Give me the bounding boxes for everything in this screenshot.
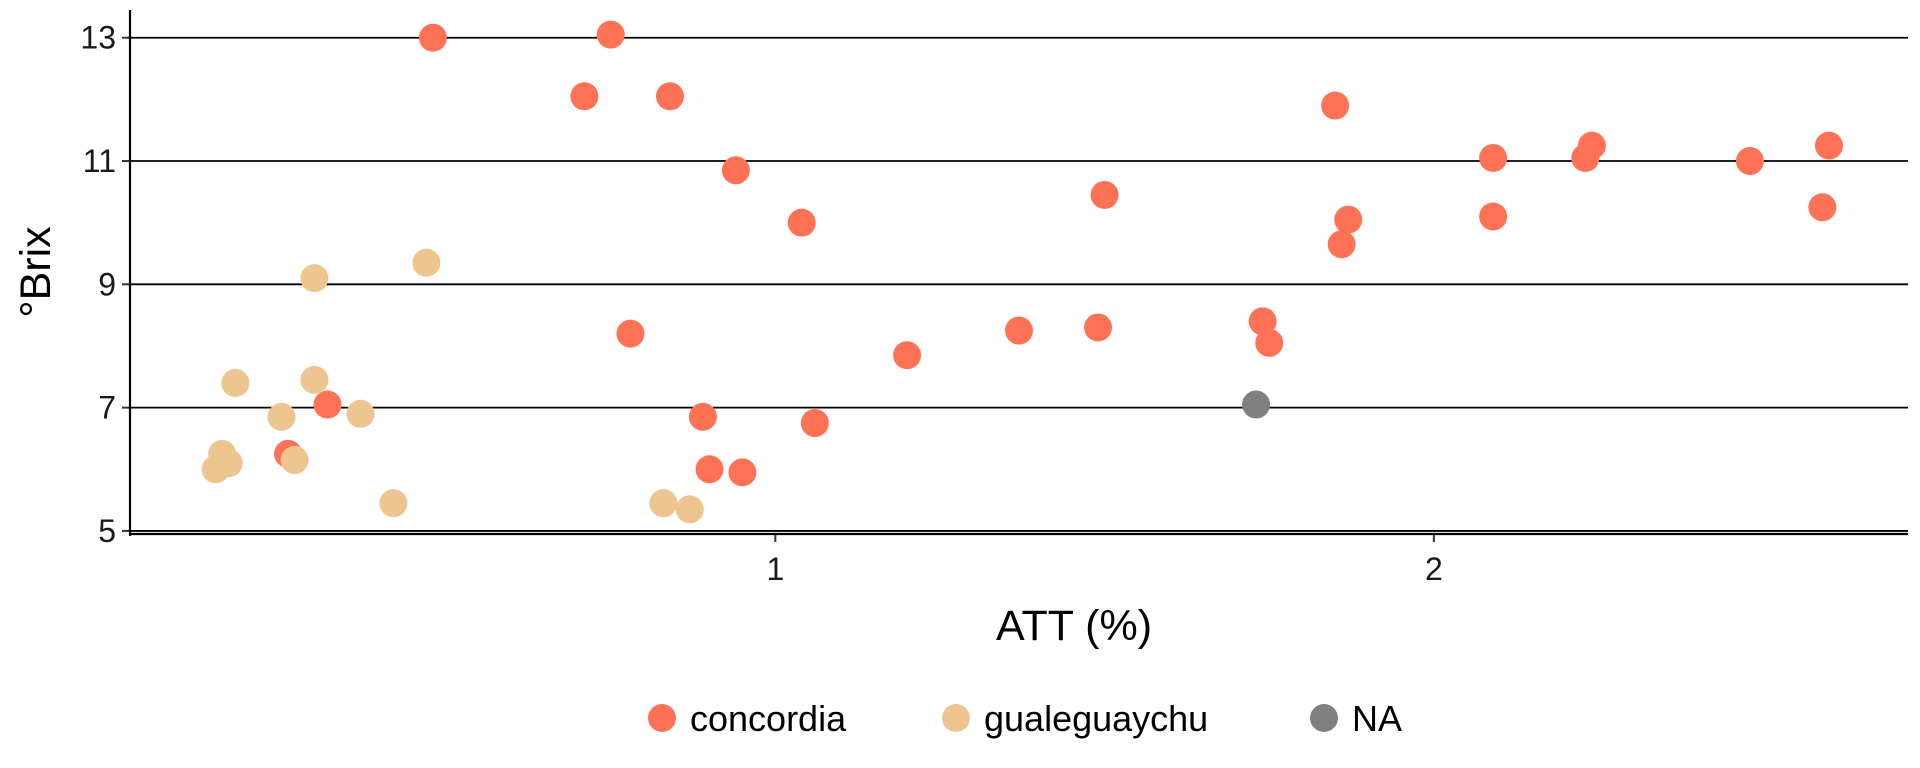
- point-gualeguaychu: [267, 402, 296, 431]
- point-concordia: [1255, 328, 1284, 357]
- point-concordia: [688, 402, 717, 431]
- point-concordia: [800, 409, 829, 438]
- point-gualeguaychu: [280, 446, 309, 475]
- y-tick-label: 9: [98, 266, 116, 302]
- y-tick-label: 5: [98, 513, 116, 549]
- point-concordia: [596, 20, 625, 49]
- tick-labels: 5 7 9 11 13 1 2: [80, 20, 1442, 587]
- point-gualeguaychu: [221, 368, 250, 397]
- point-concordia: [1577, 131, 1606, 160]
- point-concordia: [418, 23, 447, 52]
- y-tick-label: 7: [98, 390, 116, 426]
- point-gualeguaychu: [675, 495, 704, 524]
- point-gualeguaychu: [379, 489, 408, 518]
- point-concordia: [570, 82, 599, 111]
- point-concordia: [893, 341, 922, 370]
- point-concordia: [1248, 307, 1277, 336]
- point-gualeguaychu: [412, 248, 441, 277]
- data-points: [201, 20, 1843, 524]
- point-gualeguaychu: [201, 455, 230, 484]
- x-tick-label: 1: [766, 551, 784, 587]
- y-tick-label: 11: [83, 143, 116, 179]
- legend: concordia gualeguaychu NA: [648, 698, 1402, 739]
- legend-label-na: NA: [1352, 698, 1402, 739]
- point-gualeguaychu: [346, 399, 375, 428]
- legend-key-gualeguaychu: [942, 704, 970, 732]
- point-concordia: [1334, 205, 1363, 234]
- gridlines: [130, 36, 1908, 532]
- point-concordia: [1735, 147, 1764, 176]
- point-na: [1242, 390, 1271, 419]
- point-concordia: [1321, 91, 1350, 120]
- point-gualeguaychu: [300, 365, 329, 394]
- point-concordia: [1005, 316, 1033, 345]
- y-tick-label: 13: [80, 20, 116, 56]
- legend-label-gualeguaychu: gualeguaychu: [984, 698, 1208, 739]
- point-concordia: [1814, 131, 1843, 160]
- x-tick-label: 2: [1425, 551, 1443, 587]
- point-concordia: [1084, 313, 1113, 342]
- point-concordia: [728, 458, 757, 487]
- legend-key-concordia: [648, 704, 676, 732]
- point-gualeguaychu: [649, 489, 678, 518]
- point-concordia: [695, 455, 724, 484]
- legend-key-na: [1310, 704, 1338, 732]
- point-concordia: [1327, 230, 1356, 259]
- point-concordia: [616, 319, 645, 348]
- x-axis-title: ATT (%): [996, 602, 1152, 650]
- point-concordia: [1808, 193, 1837, 222]
- point-concordia: [1479, 143, 1508, 172]
- point-concordia: [1090, 180, 1119, 209]
- point-concordia: [655, 82, 684, 111]
- point-concordia: [721, 156, 750, 185]
- point-concordia: [313, 390, 342, 419]
- point-concordia: [1479, 202, 1508, 231]
- point-concordia: [787, 208, 816, 237]
- legend-label-concordia: concordia: [690, 698, 847, 739]
- axes: [122, 10, 1908, 542]
- y-axis-title: °Brix: [12, 226, 60, 318]
- point-gualeguaychu: [300, 264, 329, 293]
